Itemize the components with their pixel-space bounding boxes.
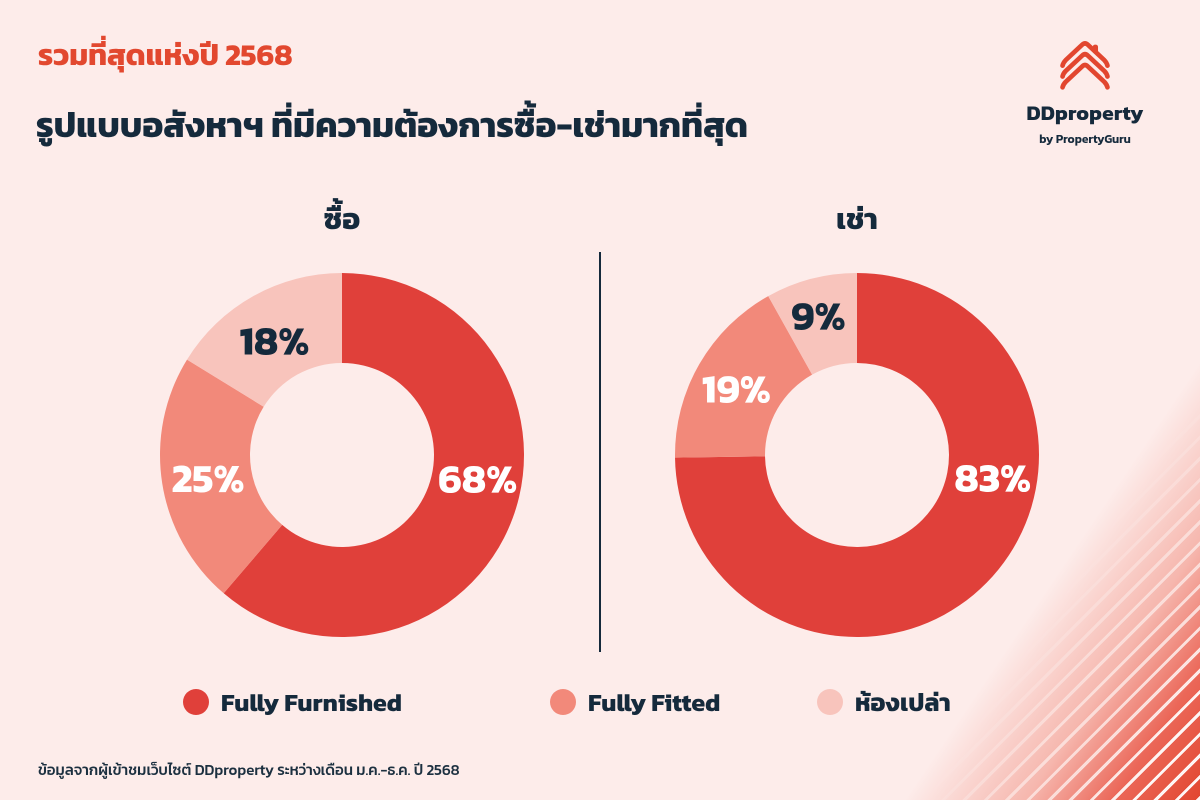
svg-text:25%: 25%	[172, 448, 245, 508]
svg-text:18%: 18%	[239, 310, 309, 370]
svg-text:19%: 19%	[702, 359, 771, 419]
svg-text:68%: 68%	[438, 448, 517, 508]
svg-text:9%: 9%	[791, 285, 845, 345]
svg-text:83%: 83%	[954, 448, 1031, 508]
